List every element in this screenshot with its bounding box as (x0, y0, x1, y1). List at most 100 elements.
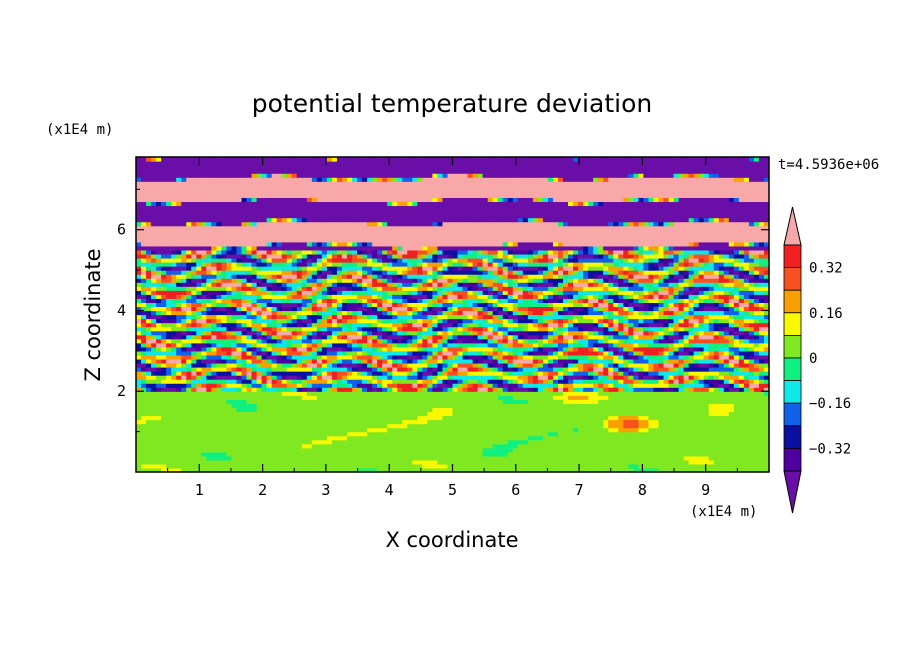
heatmap-cell (412, 358, 418, 364)
heatmap-cell (442, 318, 449, 324)
heatmap-cell (688, 383, 695, 388)
heatmap-cell (588, 375, 594, 380)
heatmap-cell (683, 354, 690, 360)
heatmap-cell (527, 367, 534, 372)
heatmap-cell (166, 318, 172, 324)
heatmap-cell (568, 362, 574, 368)
heatmap-cell (296, 375, 303, 380)
heatmap-cell (186, 419, 192, 425)
heatmap-cell (276, 350, 283, 356)
heatmap-cell (397, 415, 403, 421)
heatmap-cell (563, 367, 569, 372)
heatmap-cell (321, 411, 328, 417)
heatmap-cell (527, 443, 534, 449)
heatmap-cell (216, 419, 222, 425)
heatmap-cell (141, 467, 147, 472)
heatmap-cell (763, 383, 769, 388)
heatmap-cell (422, 467, 428, 472)
heatmap-cell (467, 407, 474, 413)
heatmap-cell (728, 322, 735, 328)
heatmap-cell (271, 350, 278, 356)
heatmap-cell (296, 395, 303, 400)
heatmap-cell (241, 342, 248, 348)
heatmap-cell (226, 318, 233, 324)
heatmap-cell (532, 419, 539, 425)
heatmap-cell (271, 419, 278, 425)
heatmap-cell (341, 318, 348, 324)
heatmap-cell (221, 411, 228, 417)
heatmap-cell (226, 419, 233, 425)
heatmap-cell (693, 354, 700, 360)
heatmap-cell (688, 334, 695, 340)
heatmap-cell (673, 419, 680, 425)
heatmap-cell (407, 367, 413, 372)
heatmap-cell (608, 371, 614, 376)
heatmap-cell (166, 407, 172, 413)
heatmap-cell (382, 431, 388, 437)
heatmap-cell (703, 403, 710, 408)
heatmap-cell (728, 399, 735, 404)
heatmap-cell (352, 354, 358, 360)
heatmap-cell (683, 358, 690, 364)
heatmap-cell (291, 358, 298, 364)
heatmap-cell (452, 403, 459, 408)
heatmap-cell (608, 334, 614, 340)
heatmap-cell (306, 314, 313, 320)
heatmap-cell (763, 334, 769, 340)
heatmap-cell (698, 318, 705, 324)
heatmap-cell (558, 383, 564, 388)
heatmap-cell (753, 350, 760, 356)
heatmap-cell (156, 403, 162, 408)
heatmap-cell (753, 431, 760, 437)
heatmap-cell (211, 322, 217, 328)
heatmap-cell (286, 415, 293, 421)
heatmap-cell (497, 407, 504, 413)
heatmap-cell (532, 407, 539, 413)
heatmap-cell (281, 443, 288, 449)
heatmap-cell (733, 419, 740, 425)
heatmap-cell (216, 314, 222, 320)
heatmap-cell (136, 367, 142, 372)
heatmap-cell (497, 326, 504, 332)
heatmap-cell (316, 346, 323, 352)
heatmap-cell (738, 346, 745, 352)
heatmap-cell (552, 399, 559, 404)
heatmap-cell (457, 379, 464, 384)
heatmap-cell (502, 435, 509, 441)
heatmap-cell (276, 455, 283, 461)
heatmap-cell (472, 354, 479, 360)
heatmap-cell (753, 455, 760, 461)
heatmap-cell (653, 330, 660, 336)
heatmap-cell (246, 463, 253, 469)
heatmap-cell (326, 463, 333, 469)
heatmap-cell (166, 395, 172, 400)
heatmap-cell (573, 371, 579, 376)
heatmap-cell (497, 338, 504, 344)
heatmap-cell (638, 338, 644, 344)
heatmap-cell (141, 395, 147, 400)
heatmap-cell (166, 391, 172, 396)
heatmap-cell (603, 375, 609, 380)
heatmap-cell (437, 391, 444, 396)
heatmap-cell (547, 459, 554, 465)
heatmap-cell (517, 330, 524, 336)
heatmap-cell (241, 455, 248, 461)
heatmap-cell (733, 338, 740, 344)
heatmap-cell (653, 338, 660, 344)
heatmap-cell (336, 455, 343, 461)
heatmap-cell (347, 367, 353, 372)
heatmap-cell (326, 354, 333, 360)
heatmap-cell (753, 375, 760, 380)
heatmap-cell (568, 455, 574, 461)
heatmap-cell (362, 395, 368, 400)
heatmap-cell (678, 431, 685, 437)
heatmap-cell (683, 423, 690, 429)
heatmap-cell (648, 350, 655, 356)
heatmap-cell (753, 403, 760, 408)
heatmap-cell (733, 439, 740, 445)
heatmap-cell (146, 467, 152, 472)
heatmap-cell (141, 354, 147, 360)
heatmap-cell (357, 310, 363, 316)
heatmap-cell (492, 367, 499, 372)
heatmap-cell (221, 443, 228, 449)
